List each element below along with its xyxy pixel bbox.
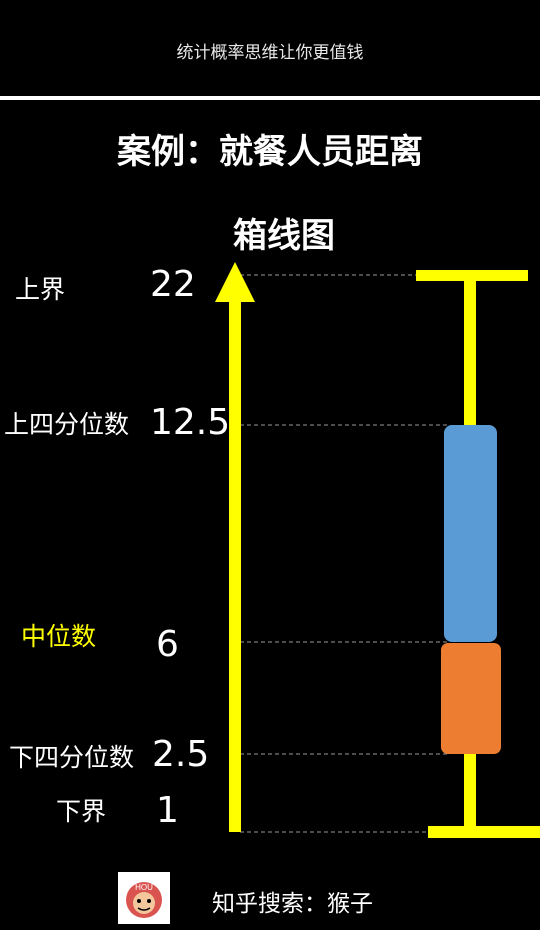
chart-title: 箱线图 xyxy=(233,216,335,256)
header-caption: 统计概率思维让你更值钱 xyxy=(176,43,364,63)
label-value-median: 6 xyxy=(156,624,179,665)
lower-whisker-line xyxy=(464,754,476,832)
axis-arrow-icon xyxy=(215,262,255,302)
label-name-q3: 上四分位数 xyxy=(4,410,129,439)
axis-line xyxy=(229,298,241,832)
upper-whisker-line xyxy=(464,275,476,425)
svg-text:HOU: HOU xyxy=(135,883,153,892)
monkey-logo-icon: HOU xyxy=(118,872,170,924)
value-axis xyxy=(215,262,255,832)
label-name-lower-bound: 下界 xyxy=(56,797,106,826)
label-value-lower-bound: 1 xyxy=(156,790,179,831)
lower-whisker-cap xyxy=(428,826,540,838)
guide-lines xyxy=(240,274,448,833)
footer-search-text: 知乎搜索：猴子 xyxy=(212,891,373,917)
stat-labels: 上界 22 上四分位数 12.5 中位数 6 下四分位数 2.5 下界 1 xyxy=(4,264,230,831)
label-value-q3: 12.5 xyxy=(150,402,230,443)
label-value-upper-bound: 22 xyxy=(150,264,196,305)
box-plot xyxy=(416,270,540,838)
label-name-upper-bound: 上界 xyxy=(15,275,65,304)
label-name-q1: 下四分位数 xyxy=(9,743,134,772)
box-upper-half xyxy=(444,425,497,642)
header-divider xyxy=(0,96,540,100)
label-value-q1: 2.5 xyxy=(152,734,209,775)
page-title: 案例：就餐人员距离 xyxy=(117,132,423,172)
label-name-median: 中位数 xyxy=(21,622,96,651)
box-lower-half xyxy=(441,643,501,754)
